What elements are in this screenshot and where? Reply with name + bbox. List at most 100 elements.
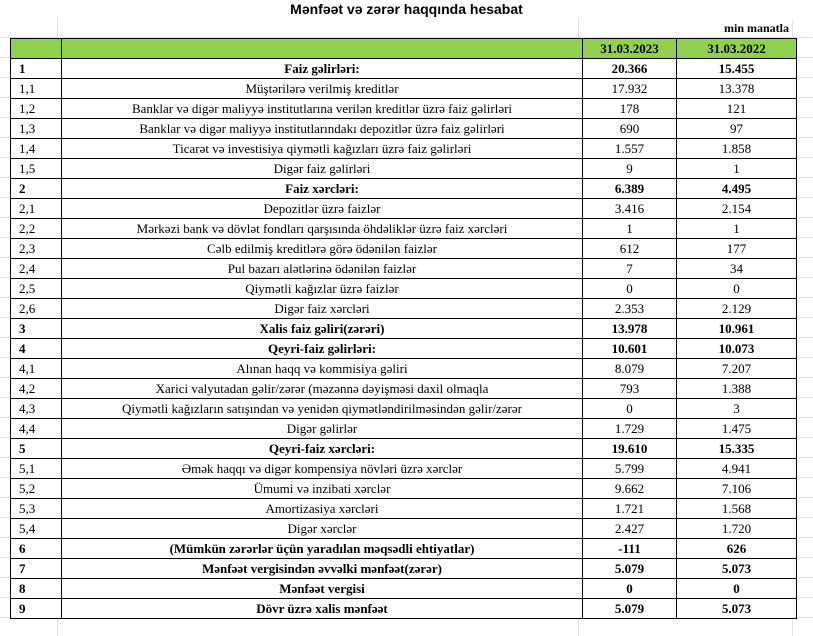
- value-2023[interactable]: 1: [582, 218, 677, 239]
- row-description[interactable]: (Mümkün zərərlər üçün yaradılan məqsədli…: [61, 538, 583, 559]
- value-2022[interactable]: 1: [676, 218, 797, 239]
- value-2022[interactable]: 34: [676, 258, 797, 279]
- value-2023[interactable]: 3.416: [582, 198, 677, 219]
- row-number[interactable]: 4,1: [10, 358, 62, 379]
- value-2022[interactable]: 5.073: [676, 598, 797, 619]
- row-number[interactable]: 4,2: [10, 378, 62, 399]
- value-2022[interactable]: 3: [676, 398, 797, 419]
- row-description[interactable]: Ümumi və inzibati xərclər: [61, 478, 583, 499]
- row-description[interactable]: Faiz gəlirləri:: [61, 58, 583, 79]
- value-2023[interactable]: 5.079: [582, 558, 677, 579]
- value-2022[interactable]: 4.941: [676, 458, 797, 479]
- value-2022[interactable]: 121: [676, 98, 797, 119]
- row-description[interactable]: Digər gəlirlər: [61, 418, 583, 439]
- row-description[interactable]: Qeyri-faiz gəlirləri:: [61, 338, 583, 359]
- value-2022[interactable]: 1.388: [676, 378, 797, 399]
- value-2023[interactable]: 1.721: [582, 498, 677, 519]
- row-number[interactable]: 2,3: [10, 238, 62, 259]
- value-2022[interactable]: 15.335: [676, 438, 797, 459]
- value-2023[interactable]: 7: [582, 258, 677, 279]
- row-description[interactable]: Ticarət və investisiya qiymətli kağızlar…: [61, 138, 583, 159]
- value-2022[interactable]: 1.858: [676, 138, 797, 159]
- value-2023[interactable]: 612: [582, 238, 677, 259]
- value-2023[interactable]: 1.557: [582, 138, 677, 159]
- row-number[interactable]: 2,6: [10, 298, 62, 319]
- row-number[interactable]: 9: [10, 598, 62, 619]
- value-2022[interactable]: 10.961: [676, 318, 797, 339]
- value-2023[interactable]: 0: [582, 398, 677, 419]
- value-2022[interactable]: 0: [676, 278, 797, 299]
- row-number[interactable]: 1,5: [10, 158, 62, 179]
- row-description[interactable]: Amortizasiya xərcləri: [61, 498, 583, 519]
- header-date-2023[interactable]: 31.03.2023: [582, 38, 677, 59]
- value-2023[interactable]: 0: [582, 278, 677, 299]
- value-2023[interactable]: 0: [582, 578, 677, 599]
- row-number[interactable]: 2: [10, 178, 62, 199]
- row-number[interactable]: 1,1: [10, 78, 62, 99]
- value-2022[interactable]: 626: [676, 538, 797, 559]
- row-description[interactable]: Cəlb edilmiş kreditlərə görə ödənilən fa…: [61, 238, 583, 259]
- row-number[interactable]: 6: [10, 538, 62, 559]
- value-2023[interactable]: 13.978: [582, 318, 677, 339]
- row-number[interactable]: 2,5: [10, 278, 62, 299]
- row-description[interactable]: Mərkəzi bank və dövlət fondları qarşısın…: [61, 218, 583, 239]
- value-2022[interactable]: 1.475: [676, 418, 797, 439]
- value-2023[interactable]: 17.932: [582, 78, 677, 99]
- row-description[interactable]: Alınan haqq və kommisiya gəliri: [61, 358, 583, 379]
- row-number[interactable]: 5,3: [10, 498, 62, 519]
- row-number[interactable]: 1,2: [10, 98, 62, 119]
- row-description[interactable]: Pul bazarı alətlərinə ödənilən faizlər: [61, 258, 583, 279]
- row-description[interactable]: Müştərilərə verilmiş kreditlər: [61, 78, 583, 99]
- value-2022[interactable]: 0: [676, 578, 797, 599]
- value-2023[interactable]: 2.353: [582, 298, 677, 319]
- header-cell[interactable]: [61, 38, 583, 59]
- value-2022[interactable]: 2.129: [676, 298, 797, 319]
- value-2022[interactable]: 5.073: [676, 558, 797, 579]
- row-description[interactable]: Qeyri-faiz xərcləri:: [61, 438, 583, 459]
- header-cell[interactable]: [10, 38, 62, 59]
- row-number[interactable]: 1,4: [10, 138, 62, 159]
- value-2022[interactable]: 1.568: [676, 498, 797, 519]
- value-2023[interactable]: 178: [582, 98, 677, 119]
- row-number[interactable]: 4: [10, 338, 62, 359]
- value-2023[interactable]: 793: [582, 378, 677, 399]
- row-description[interactable]: Mənfəət vergisindən əvvəlki mənfəət(zərə…: [61, 558, 583, 579]
- row-description[interactable]: Dövr üzrə xalis mənfəət: [61, 598, 583, 619]
- value-2023[interactable]: 1.729: [582, 418, 677, 439]
- row-description[interactable]: Digər faiz xərcləri: [61, 298, 583, 319]
- row-number[interactable]: 1: [10, 58, 62, 79]
- value-2022[interactable]: 7.207: [676, 358, 797, 379]
- row-number[interactable]: 5,2: [10, 478, 62, 499]
- value-2023[interactable]: 10.601: [582, 338, 677, 359]
- row-description[interactable]: Banklar və digər maliyyə institutlarına …: [61, 98, 583, 119]
- row-number[interactable]: 2,1: [10, 198, 62, 219]
- value-2022[interactable]: 10.073: [676, 338, 797, 359]
- header-date-2022[interactable]: 31.03.2022: [676, 38, 797, 59]
- value-2022[interactable]: 4.495: [676, 178, 797, 199]
- row-number[interactable]: 4,3: [10, 398, 62, 419]
- row-description[interactable]: Əmək haqqı və digər kompensiya növləri ü…: [61, 458, 583, 479]
- row-description[interactable]: Qiymətli kağızların satışından və yenidə…: [61, 398, 583, 419]
- row-description[interactable]: Xarici valyutadan gəlir/zərər (məzənnə d…: [61, 378, 583, 399]
- value-2023[interactable]: 9.662: [582, 478, 677, 499]
- value-2022[interactable]: 1: [676, 158, 797, 179]
- row-number[interactable]: 5,4: [10, 518, 62, 539]
- row-number[interactable]: 5: [10, 438, 62, 459]
- row-number[interactable]: 2,2: [10, 218, 62, 239]
- value-2023[interactable]: 9: [582, 158, 677, 179]
- value-2023[interactable]: -111: [582, 538, 677, 559]
- row-number[interactable]: 5,1: [10, 458, 62, 479]
- value-2023[interactable]: 6.389: [582, 178, 677, 199]
- row-number[interactable]: 4,4: [10, 418, 62, 439]
- row-description[interactable]: Qiymətli kağızlar üzrə faizlər: [61, 278, 583, 299]
- value-2023[interactable]: 5.079: [582, 598, 677, 619]
- value-2022[interactable]: 13.378: [676, 78, 797, 99]
- value-2023[interactable]: 690: [582, 118, 677, 139]
- value-2022[interactable]: 15.455: [676, 58, 797, 79]
- value-2023[interactable]: 19.610: [582, 438, 677, 459]
- row-number[interactable]: 7: [10, 558, 62, 579]
- value-2023[interactable]: 20.366: [582, 58, 677, 79]
- value-2022[interactable]: 1.720: [676, 518, 797, 539]
- value-2022[interactable]: 7.106: [676, 478, 797, 499]
- value-2023[interactable]: 2.427: [582, 518, 677, 539]
